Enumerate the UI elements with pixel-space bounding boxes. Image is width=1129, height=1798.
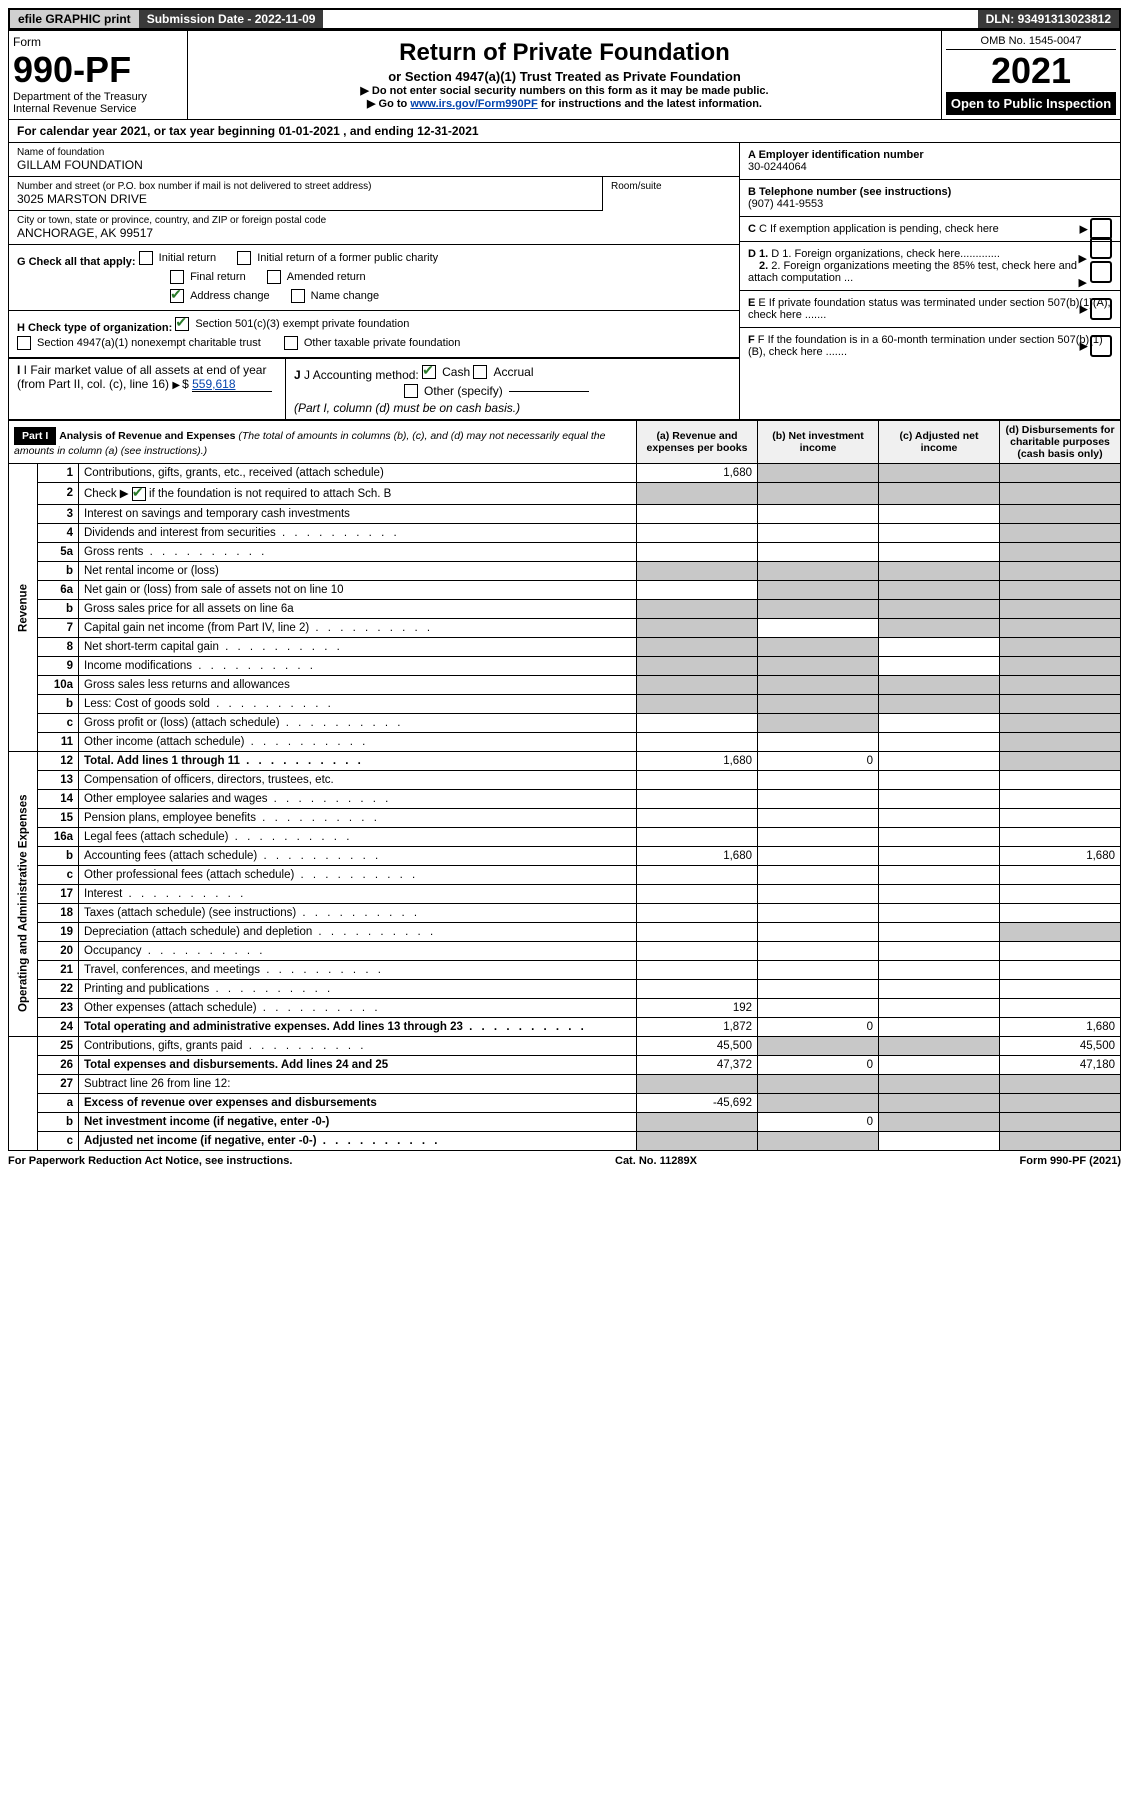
- cb-initial-return[interactable]: [139, 251, 153, 265]
- cb-other-taxable[interactable]: [284, 336, 298, 350]
- section-g: G Check all that apply: Initial return I…: [9, 245, 739, 311]
- revenue-side-label: Revenue: [9, 464, 38, 752]
- fmv-value[interactable]: 559,618: [192, 377, 272, 392]
- expenses-side-label: Operating and Administrative Expenses: [9, 770, 38, 1036]
- part1-table: Part I Analysis of Revenue and Expenses …: [8, 420, 1121, 1151]
- cb-terminated[interactable]: [1090, 298, 1112, 320]
- dept-treasury: Department of the Treasury: [13, 91, 183, 103]
- city-cell: City or town, state or province, country…: [9, 211, 739, 245]
- foundation-name: GILLAM FOUNDATION: [17, 158, 731, 172]
- header-left: Form 990-PF Department of the Treasury I…: [9, 31, 188, 119]
- cb-sch-b[interactable]: [132, 487, 146, 501]
- part1-label: Part I: [14, 427, 56, 445]
- irs-link[interactable]: www.irs.gov/Form990PF: [410, 98, 537, 110]
- footer-right: Form 990-PF (2021): [1020, 1155, 1121, 1167]
- col-a-header: (a) Revenue and expenses per books: [637, 421, 758, 464]
- submission-date: Submission Date - 2022-11-09: [139, 10, 324, 28]
- cb-final-return[interactable]: [170, 270, 184, 284]
- tax-year: 2021: [946, 50, 1116, 92]
- page-footer: For Paperwork Reduction Act Notice, see …: [8, 1151, 1121, 1171]
- form-number: 990-PF: [13, 49, 183, 91]
- open-inspection: Open to Public Inspection: [946, 92, 1116, 115]
- section-h: H Check type of organization: Section 50…: [9, 311, 739, 358]
- ein: 30-0244064: [748, 161, 807, 173]
- cb-other-method[interactable]: [404, 384, 418, 398]
- cb-85pct[interactable]: [1090, 261, 1112, 283]
- info-block: Name of foundation GILLAM FOUNDATION Num…: [8, 143, 1121, 420]
- header-center: Return of Private Foundation or Section …: [188, 31, 941, 119]
- section-b: B Telephone number (see instructions) (9…: [740, 180, 1120, 217]
- cb-4947[interactable]: [17, 336, 31, 350]
- city: ANCHORAGE, AK 99517: [17, 226, 731, 240]
- dept-irs: Internal Revenue Service: [13, 103, 183, 115]
- section-e: E E If private foundation status was ter…: [740, 291, 1120, 328]
- footer-left: For Paperwork Reduction Act Notice, see …: [8, 1155, 292, 1167]
- phone: (907) 441-9553: [748, 198, 823, 210]
- note-ssn: ▶ Do not enter social security numbers o…: [194, 84, 935, 97]
- note-link: ▶ Go to www.irs.gov/Form990PF for instru…: [194, 97, 935, 110]
- cb-accrual[interactable]: [473, 365, 487, 379]
- cb-foreign-org[interactable]: [1090, 237, 1112, 259]
- footer-mid: Cat. No. 11289X: [615, 1155, 697, 1167]
- foundation-name-cell: Name of foundation GILLAM FOUNDATION: [9, 143, 739, 177]
- section-a: A Employer identification number 30-0244…: [740, 143, 1120, 180]
- address: 3025 MARSTON DRIVE: [17, 192, 594, 206]
- cb-cash[interactable]: [422, 365, 436, 379]
- col-b-header: (b) Net investment income: [758, 421, 879, 464]
- dln: DLN: 93491313023812: [978, 10, 1119, 28]
- section-d: D 1. D 1. Foreign organizations, check h…: [740, 242, 1120, 291]
- calendar-year: For calendar year 2021, or tax year begi…: [8, 120, 1121, 143]
- cb-501c3[interactable]: [175, 317, 189, 331]
- section-f: F F If the foundation is in a 60-month t…: [740, 328, 1120, 364]
- efile-label: efile GRAPHIC print: [10, 10, 139, 28]
- address-cell: Number and street (or P.O. box number if…: [9, 177, 602, 211]
- cb-name-change[interactable]: [291, 289, 305, 303]
- col-c-header: (c) Adjusted net income: [879, 421, 1000, 464]
- section-i: I I Fair market value of all assets at e…: [9, 358, 285, 419]
- form-header: Form 990-PF Department of the Treasury I…: [8, 30, 1121, 120]
- cb-60month[interactable]: [1090, 335, 1112, 357]
- cb-address-change[interactable]: [170, 289, 184, 303]
- header-right: OMB No. 1545-0047 2021 Open to Public In…: [941, 31, 1120, 119]
- cb-initial-former[interactable]: [237, 251, 251, 265]
- omb-number: OMB No. 1545-0047: [946, 35, 1116, 50]
- form-title: Return of Private Foundation: [194, 39, 935, 67]
- cb-amended[interactable]: [267, 270, 281, 284]
- section-c: C C If exemption application is pending,…: [740, 217, 1120, 242]
- form-label: Form: [13, 35, 183, 49]
- form-subtitle: or Section 4947(a)(1) Trust Treated as P…: [194, 69, 935, 84]
- col-d-header: (d) Disbursements for charitable purpose…: [1000, 421, 1121, 464]
- section-j: J J Accounting method: Cash Accrual Othe…: [285, 358, 739, 419]
- room-cell: Room/suite: [602, 177, 739, 211]
- top-bar: efile GRAPHIC print Submission Date - 20…: [8, 8, 1121, 30]
